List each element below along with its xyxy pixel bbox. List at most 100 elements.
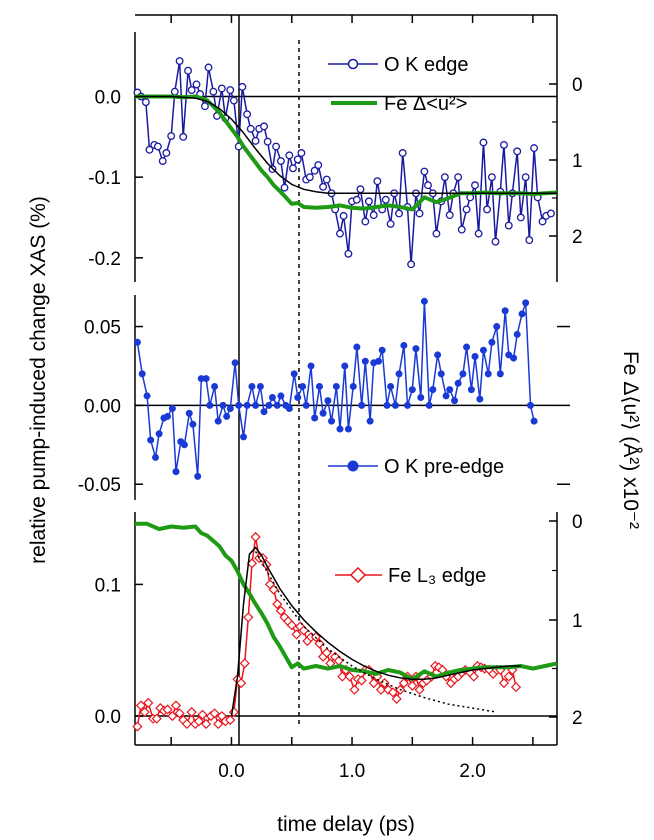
o-k-pre-edge-point (133, 338, 141, 346)
o-k-edge-point (547, 209, 555, 218)
o-k-pre-edge-point (400, 341, 408, 349)
fe-l3-edge-point (162, 704, 173, 715)
y-tick-label-bottom: 0.0 (95, 707, 121, 728)
o-k-pre-edge-point (526, 401, 534, 409)
o-k-pre-edge-point (505, 351, 513, 359)
o-k-pre-edge-point (168, 405, 176, 413)
y-tick-label-bottom: 0.1 (95, 575, 121, 596)
o-k-pre-edge-point (151, 453, 159, 461)
o-k-edge-point (352, 195, 361, 204)
fe-l3-edge-point (510, 681, 522, 693)
right-tick-label-bottom: 0 (572, 512, 583, 533)
fe-l3-edge-point (186, 706, 197, 718)
o-k-pre-edge-point (248, 382, 256, 390)
o-k-edge-point (170, 87, 179, 96)
o-k-edge-point (398, 149, 407, 157)
y-tick-label-middle: -0.05 (78, 475, 121, 496)
fe-l3-edge-point (321, 647, 332, 658)
o-k-pre-edge-point (223, 412, 231, 420)
o-k-edge-point (432, 229, 441, 238)
fe-l3-edge-point (286, 620, 297, 631)
o-k-edge-point (167, 132, 176, 140)
o-k-edge-point (457, 225, 466, 234)
fe-l3-edge-point (498, 678, 510, 689)
fe-l3-edge-point (167, 710, 178, 722)
o-k-pre-edge-point (375, 357, 383, 365)
o-k-pre-edge-point (285, 405, 293, 413)
o-k-pre-edge-point (353, 343, 361, 351)
fe-l3-edge-point (139, 706, 150, 718)
fe-l3-edge-point (151, 713, 162, 724)
y-tick-label-top: -0.1 (88, 168, 121, 189)
o-k-pre-edge-point (518, 310, 526, 318)
fe-l3-edge-point (135, 700, 147, 711)
o-k-pre-edge-point (471, 353, 479, 360)
o-k-edge-point (499, 140, 508, 149)
o-k-edge-point (297, 149, 306, 157)
fe-l3-edge-point (201, 718, 212, 730)
o-k-edge-point (462, 205, 471, 214)
o-k-edge-point (336, 229, 344, 238)
o-k-pre-edge-point (143, 392, 151, 400)
fe-l3-edge-point (209, 708, 220, 719)
o-k-edge-point (226, 86, 235, 95)
o-k-edge-point (369, 211, 378, 220)
o-k-pre-edge-point (484, 370, 492, 378)
o-k-edge-point (471, 181, 479, 190)
fe-l3-edge-point (174, 708, 185, 719)
legend: O K edge Fe Δ<u²> O K pre-edge Fe L₃ edg… (328, 54, 504, 587)
fe-l3-edge-point (298, 625, 309, 636)
right-tick-label-top: 2 (572, 227, 583, 248)
o-k-pre-edge-point (219, 401, 227, 409)
fe-l3-edge-point (236, 678, 247, 689)
y-tick-label-top: -0.2 (88, 249, 121, 270)
o-k-edge-point (217, 84, 226, 93)
o-k-pre-edge-point (231, 359, 239, 367)
o-k-pre-edge-point (336, 425, 344, 433)
o-k-edge-point (184, 66, 193, 75)
o-k-pre-edge-point (344, 425, 352, 433)
fe-l3-edge-point (197, 709, 208, 720)
legend-o-k-edge-label: O K edge (384, 54, 469, 76)
o-k-pre-edge-point (403, 401, 411, 409)
o-k-pre-edge-point (395, 370, 403, 378)
fe-l3-edge-point (333, 655, 344, 666)
legend-o-k-edge-marker (347, 58, 359, 70)
o-k-edge-point (263, 137, 272, 146)
o-k-pre-edge-point (211, 382, 219, 390)
o-k-pre-edge-point (324, 397, 332, 405)
o-k-pre-edge-point (180, 441, 188, 449)
fe-l3-edge-point (170, 700, 182, 711)
legend-o-k-pre-edge-marker (347, 460, 359, 472)
o-k-edge-point (175, 57, 184, 65)
o-k-edge-point (483, 205, 492, 214)
o-k-pre-edge-point (265, 401, 273, 409)
o-k-edge-point (344, 249, 353, 258)
o-k-edge-point (381, 195, 390, 204)
legend-fe-u2-label: Fe Δ<u²> (384, 93, 467, 115)
o-k-pre-edge-point (243, 401, 251, 409)
o-k-pre-edge-point (463, 343, 471, 351)
o-k-edge-point (525, 236, 534, 245)
o-k-edge-point (272, 142, 281, 151)
o-k-edge-point (145, 145, 154, 154)
o-k-edge-point (288, 164, 297, 173)
y-tick-label-middle: 0.05 (84, 318, 121, 339)
o-k-edge-point (260, 122, 268, 131)
o-k-edge-point (454, 173, 463, 182)
o-k-edge-point (364, 197, 373, 206)
fe-l3-edge-point (407, 680, 418, 691)
x-tick-label: 0.0 (218, 761, 244, 782)
o-k-pre-edge-point (240, 433, 248, 441)
axes-frame (134, 14, 558, 746)
o-k-pre-edge-point (206, 401, 214, 409)
o-k-edge-point (280, 183, 289, 192)
o-k-edge-point (238, 82, 247, 91)
fe-l3-edge-point (375, 684, 387, 695)
o-k-pre-edge-point (513, 330, 521, 338)
fe-l3-edge-point (239, 658, 250, 669)
o-k-pre-edge-point (273, 401, 281, 409)
fe-l3-edge-point (291, 629, 302, 640)
o-k-edge-point (179, 132, 188, 141)
